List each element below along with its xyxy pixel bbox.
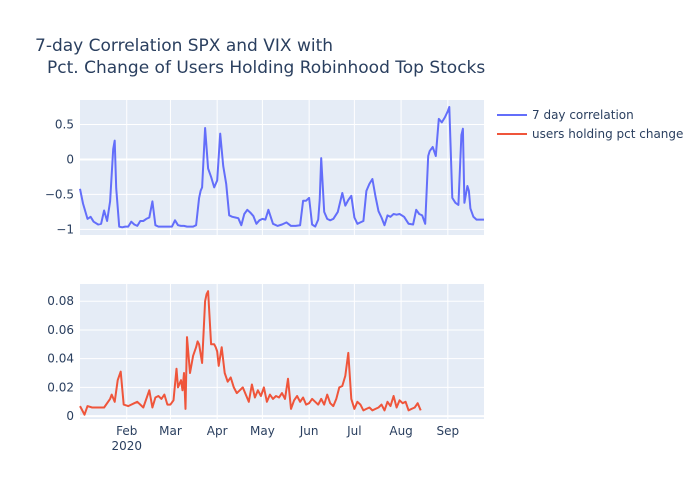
legend-label-correlation: 7 day correlation bbox=[532, 108, 634, 122]
y-tick-label: 0 bbox=[66, 152, 74, 166]
x-tick-label: Aug bbox=[389, 424, 412, 438]
y-ticks-bottom: 0 0.02 0.04 0.06 0.08 bbox=[47, 294, 74, 423]
y-tick-label: 0.04 bbox=[47, 352, 74, 366]
x-tick-label: Sep bbox=[437, 424, 460, 438]
plot-area-bottom bbox=[80, 284, 484, 419]
y-tick-label: 0.06 bbox=[47, 323, 74, 337]
x-tick-label: May bbox=[250, 424, 275, 438]
series-line bbox=[79, 290, 422, 416]
y-tick-label: 0 bbox=[66, 409, 74, 423]
y-tick-label: −0.5 bbox=[45, 187, 74, 201]
x-tick-label: Jul bbox=[346, 424, 361, 438]
subplot-users-pct-change: 0 0.02 0.04 0.06 0.08 bbox=[47, 284, 484, 423]
grid-bottom bbox=[80, 284, 484, 419]
x-tick-label: Apr bbox=[207, 424, 228, 438]
y-tick-label: 0.5 bbox=[55, 117, 74, 131]
series-correlation bbox=[79, 106, 484, 229]
grid-top bbox=[80, 100, 484, 235]
x-tick-label: Feb bbox=[116, 424, 137, 438]
y-tick-label: 0.08 bbox=[47, 294, 74, 308]
x-tick-sublabel: 2020 bbox=[111, 439, 142, 453]
series-line bbox=[79, 106, 484, 229]
x-tick-label: Jun bbox=[299, 424, 319, 438]
plot-area-top bbox=[80, 100, 484, 235]
y-tick-label: −1 bbox=[56, 222, 74, 236]
legend-item-users-pct-change[interactable]: users holding pct change bbox=[497, 127, 683, 141]
y-tick-label: 0.02 bbox=[47, 380, 74, 394]
subplot-correlation: 0.5 0 −0.5 −1 bbox=[45, 100, 484, 236]
chart-title-line2: Pct. Change of Users Holding Robinhood T… bbox=[47, 58, 485, 78]
chart-title-line1: 7-day Correlation SPX and VIX with bbox=[35, 36, 333, 56]
legend-label-users-pct-change: users holding pct change bbox=[532, 127, 683, 141]
legend[interactable]: 7 day correlation users holding pct chan… bbox=[497, 108, 683, 141]
x-tick-label: Mar bbox=[159, 424, 182, 438]
legend-item-correlation[interactable]: 7 day correlation bbox=[497, 108, 634, 122]
y-ticks-top: 0.5 0 −0.5 −1 bbox=[45, 117, 74, 236]
series-users-pct-change bbox=[79, 290, 422, 416]
